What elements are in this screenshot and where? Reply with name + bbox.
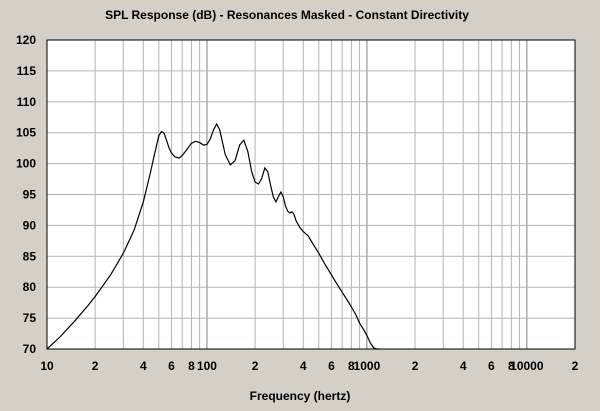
x-tick-label: 2 bbox=[92, 359, 99, 373]
x-tick-label: 8 bbox=[348, 359, 355, 373]
x-tick-label: 4 bbox=[460, 359, 467, 373]
x-tick-label: 8 bbox=[188, 359, 195, 373]
x-tick-label: 2 bbox=[252, 359, 259, 373]
x-tick-label: 6 bbox=[328, 359, 335, 373]
y-tick-label: 105 bbox=[16, 126, 36, 140]
x-tick-label: 10000 bbox=[510, 359, 544, 373]
grid-lines bbox=[47, 40, 575, 349]
x-tick-label: 2 bbox=[572, 359, 579, 373]
y-tick-label: 110 bbox=[17, 95, 37, 109]
y-tick-label: 100 bbox=[16, 157, 36, 171]
x-tick-label: 2 bbox=[412, 359, 419, 373]
plot-border bbox=[46, 39, 576, 350]
y-tick-label: 70 bbox=[23, 342, 37, 356]
y-tick-label: 85 bbox=[23, 249, 37, 263]
x-axis-label: Frequency (hertz) bbox=[250, 389, 351, 403]
y-axis-ticks: 70 75 80 85 90 95 100 105 110 115 120 bbox=[16, 33, 36, 356]
x-tick-label: 4 bbox=[140, 359, 147, 373]
x-tick-label: 6 bbox=[168, 359, 175, 373]
x-tick-label: 1000 bbox=[354, 359, 381, 373]
x-tick-label: 4 bbox=[300, 359, 307, 373]
y-tick-label: 90 bbox=[23, 218, 37, 232]
x-tick-label: 100 bbox=[197, 359, 217, 373]
chart-title: SPL Response (dB) - Resonances Masked - … bbox=[105, 8, 469, 22]
y-tick-label: 120 bbox=[16, 33, 36, 47]
x-tick-label: 10 bbox=[40, 359, 54, 373]
y-tick-label: 75 bbox=[23, 311, 37, 325]
x-tick-label: 8 bbox=[508, 359, 515, 373]
y-tick-label: 115 bbox=[17, 64, 37, 78]
spl-response-line bbox=[46, 122, 380, 350]
x-tick-label: 6 bbox=[488, 359, 495, 373]
y-tick-label: 95 bbox=[23, 188, 37, 202]
y-tick-label: 80 bbox=[23, 280, 37, 294]
